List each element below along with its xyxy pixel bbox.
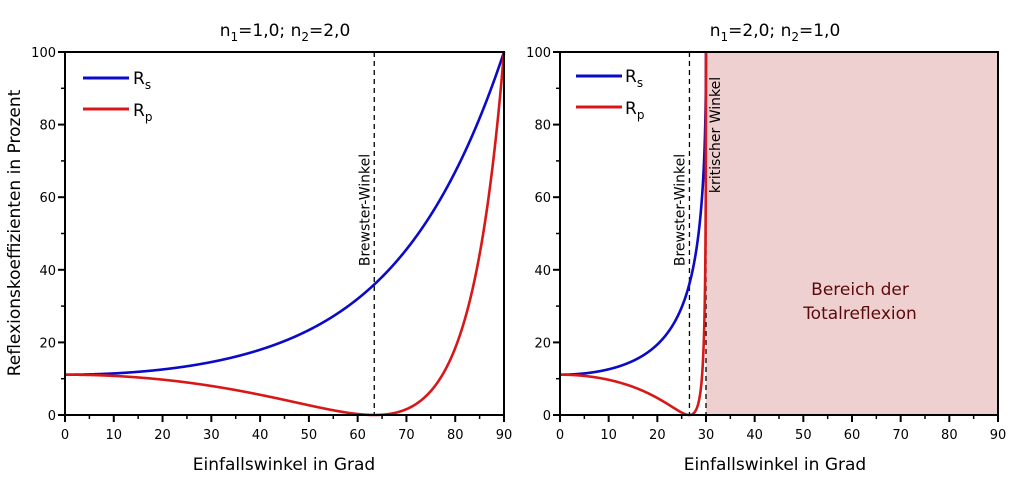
x-tick-label: 80	[447, 428, 464, 443]
x-tick-label: 40	[252, 428, 269, 443]
x-tick-label: 40	[746, 428, 763, 443]
x-tick-label: 70	[892, 428, 909, 443]
x-tick-label: 30	[698, 428, 715, 443]
region-label-line2: Totalreflexion	[802, 304, 917, 324]
y-tick-label: 60	[39, 191, 56, 206]
annotation-label: kritischer Winkel	[708, 77, 724, 193]
legend-label-rp: Rp	[625, 99, 644, 122]
y-tick-label: 20	[39, 336, 56, 351]
x-axis-label-left: Einfallswinkel in Grad	[193, 455, 375, 475]
x-tick-label: 60	[349, 428, 366, 443]
y-tick-label: 100	[31, 46, 56, 61]
x-tick-label: 90	[990, 428, 1007, 443]
y-tick-label: 0	[543, 409, 551, 424]
legend-label-rs: Rs	[625, 67, 643, 90]
annotation-label: Brewster-Winkel	[357, 154, 373, 266]
x-axis-label-right: Einfallswinkel in Grad	[684, 455, 866, 475]
chart-title-right: n1=2,0; n2=1,0	[710, 21, 841, 44]
x-tick-label: 60	[844, 428, 861, 443]
x-tick-label: 30	[203, 428, 220, 443]
legend-label-rs: Rs	[133, 69, 151, 92]
x-tick-label: 10	[600, 428, 617, 443]
annotation-label: Brewster-Winkel	[672, 154, 688, 266]
x-tick-label: 0	[61, 428, 69, 443]
x-tick-label: 0	[556, 428, 564, 443]
x-tick-label: 50	[795, 428, 812, 443]
y-tick-label: 60	[534, 191, 551, 206]
y-tick-label: 80	[534, 119, 551, 134]
x-tick-label: 70	[398, 428, 415, 443]
plot-frame	[64, 51, 505, 416]
legend-label-rp: Rp	[133, 101, 152, 124]
series-line-rp	[63, 51, 506, 417]
x-tick-label: 10	[106, 428, 123, 443]
region-label-line1: Bereich der	[811, 280, 909, 300]
x-tick-label: 80	[941, 428, 958, 443]
chart-title-left: n1=1,0; n2=2,0	[220, 21, 351, 44]
x-tick-label: 90	[496, 428, 513, 443]
y-tick-label: 20	[534, 336, 551, 351]
series-line-rp	[558, 51, 708, 417]
chart-panel-right: Bereich der Totalreflexion Brewster-Winke…	[526, 21, 1006, 475]
y-tick-label: 0	[48, 409, 56, 424]
x-tick-label: 20	[154, 428, 171, 443]
y-tick-label: 80	[39, 119, 56, 134]
series-line-rs	[558, 51, 708, 376]
x-tick-label: 20	[649, 428, 666, 443]
y-tick-label: 100	[526, 46, 551, 61]
series-line-rs	[63, 51, 506, 376]
x-tick-label: 50	[301, 428, 318, 443]
legend-right: Rs Rp	[576, 67, 644, 122]
legend-left: Rs Rp	[83, 69, 152, 124]
y-tick-label: 40	[39, 264, 56, 279]
total-reflection-region	[706, 52, 998, 415]
chart-panel-left: Brewster-Winkel 0 10 20 30 40 50 60 70 80 90 0 20 40…	[31, 21, 512, 475]
y-tick-label: 40	[534, 264, 551, 279]
y-axis-label: Reflexionskoeffizienten in Prozent	[5, 89, 25, 376]
